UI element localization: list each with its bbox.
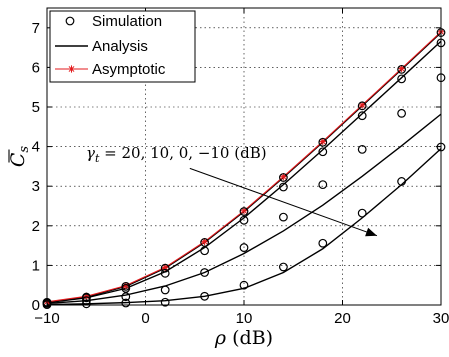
simulation-marker [357, 208, 367, 218]
simulation-marker [357, 111, 367, 121]
y-tick-label: 4 [32, 139, 40, 156]
simulation-marker [357, 101, 367, 111]
simulation-marker [81, 296, 91, 306]
star-stroke [68, 66, 75, 72]
legend-label: Asymptotic [92, 61, 166, 78]
simulation-marker [121, 292, 131, 302]
x-axis-symbol: ρ [214, 327, 227, 349]
star-stroke [162, 264, 169, 271]
simulation-marker [160, 268, 170, 278]
x-tick-label: −10 [34, 310, 59, 327]
simulation-marker [200, 246, 210, 256]
star-stroke [201, 238, 208, 245]
simulation-marker [81, 293, 91, 303]
annotation-arrow-head [365, 227, 377, 237]
asymptotic-star-marker [358, 101, 366, 109]
simulation-marker [81, 299, 91, 309]
simulation-marker [318, 147, 328, 157]
simulation-marker [357, 144, 367, 154]
gamma-symbol: γ [86, 144, 95, 162]
y-tick-label: 1 [32, 257, 40, 274]
simulation-marker [279, 212, 288, 222]
asymptotic-star-marker [240, 207, 248, 215]
simulation-marker [160, 297, 170, 307]
star-stroke [359, 102, 366, 108]
asymptotic-star-marker [279, 173, 287, 181]
y-tick-label: 5 [32, 99, 40, 116]
star-stroke [398, 65, 405, 72]
x-tick-label: 10 [236, 310, 253, 327]
analysis-line-gamma-neg10 [46, 148, 442, 306]
y-tick-label: 6 [32, 59, 40, 76]
y-tick-label: 3 [32, 178, 40, 195]
axis-labels: ρ (dB) Cs [7, 146, 273, 349]
simulation-marker [200, 238, 210, 247]
simulation-marker [160, 285, 170, 295]
simulation-marker [397, 108, 407, 118]
simulation-marker [239, 215, 249, 225]
simulation-marker [279, 173, 288, 182]
simulation-marker [200, 268, 210, 277]
y-axis-text: Cs [7, 146, 32, 168]
asymptotic-star-marker [161, 263, 169, 271]
simulation-marker [239, 207, 249, 216]
y-axis-subscript: s [17, 146, 32, 153]
simulation-marker [318, 137, 328, 147]
y-axis-symbol: C [7, 152, 29, 167]
analysis-line-gamma-10 [46, 40, 442, 304]
legend-star-marker [67, 65, 76, 73]
simulation-marker [279, 262, 288, 272]
y-tick-label: 0 [32, 297, 40, 314]
asymptotic-star-marker [319, 137, 327, 146]
gamma-annotation: γt = 20, 10, 0, −10 (dB) [86, 144, 378, 237]
simulation-marker [239, 280, 249, 290]
legend: Simulation Analysis Asymptotic [49, 10, 196, 83]
simulation-marker [318, 238, 328, 248]
y-tick-label: 2 [32, 218, 40, 235]
x-axis-label: ρ (dB) [214, 327, 273, 349]
y-axis-label: Cs [7, 146, 32, 168]
analysis-line-gamma-0 [46, 113, 442, 305]
y-tick-label: 7 [32, 20, 40, 37]
simulation-marker [200, 291, 210, 301]
simulation-marker [397, 64, 407, 74]
simulation-marker [397, 74, 407, 84]
gamma-values: = 20, 10, 0, −10 (dB) [99, 144, 266, 162]
legend-label: Simulation [92, 13, 162, 30]
x-tick-label: 30 [433, 310, 449, 327]
simulation-marker [121, 283, 131, 293]
asymptotic-star-marker [398, 64, 406, 73]
star-stroke [280, 173, 287, 180]
simulation-marker [121, 298, 131, 308]
annotation-arrow-line [189, 167, 378, 237]
x-tick-label: 20 [334, 310, 351, 327]
asymptotic-star-marker [201, 238, 209, 246]
gamma-subscript: t [95, 152, 100, 165]
legend-circle-marker [65, 16, 75, 26]
star-stroke [319, 138, 326, 145]
simulation-marker [239, 243, 249, 252]
legend-label: Analysis [92, 38, 148, 55]
star-stroke [241, 207, 247, 214]
simulation-marker [397, 177, 407, 186]
x-tick-label: 0 [141, 310, 149, 327]
annotation-label: γt = 20, 10, 0, −10 (dB) [86, 144, 267, 165]
simulation-marker [318, 180, 328, 190]
star-stroke [122, 282, 129, 289]
simulation-marker [279, 182, 288, 192]
x-axis-unit: (dB) [232, 327, 273, 349]
simulation-marker [160, 263, 170, 273]
